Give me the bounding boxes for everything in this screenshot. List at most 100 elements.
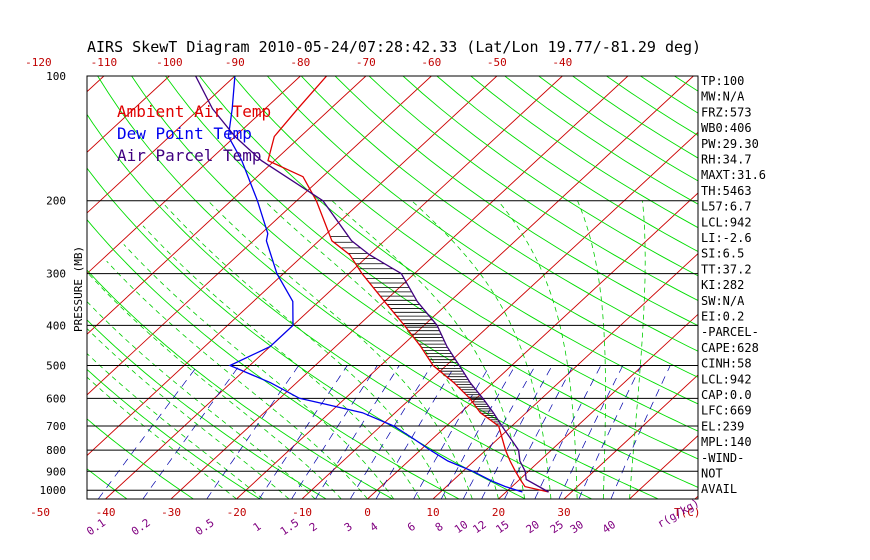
moist-adiabat-line bbox=[87, 376, 237, 499]
x-axis-unit: T(C) bbox=[674, 506, 701, 519]
plot-area bbox=[87, 76, 870, 499]
mixing-ratio-line bbox=[440, 365, 516, 499]
mixing-ratio-line bbox=[504, 365, 574, 499]
dry-adiabat-line bbox=[199, 76, 698, 432]
mixing-ratio-line bbox=[291, 365, 378, 499]
top-temp-tick-label: -40 bbox=[552, 56, 572, 69]
dry-adiabat-line bbox=[165, 76, 698, 460]
dewpoint-temp-line bbox=[227, 76, 523, 493]
moist-adiabat-line bbox=[331, 200, 526, 499]
stability-index: CINH:58 bbox=[701, 357, 752, 371]
isotherm-line bbox=[498, 313, 698, 499]
mixing-ratio-line bbox=[258, 365, 348, 499]
moist-adiabat-line bbox=[88, 273, 342, 499]
mixing-ratio-ticks: 0.1 0.2 0.5 1 1.5 2 3 4 6 8 10 12 15 20 25 30 40 bbox=[84, 516, 618, 538]
dry-adiabat-line bbox=[776, 76, 870, 499]
bottom-temp-tick-label: -10 bbox=[292, 506, 312, 519]
isotherm-line bbox=[563, 374, 698, 499]
dry-adiabat-line bbox=[87, 219, 460, 499]
mixing-ratio-line bbox=[413, 365, 491, 499]
dry-adiabat-line bbox=[232, 76, 698, 405]
moist-adiabat-line bbox=[87, 301, 316, 499]
stability-index: TP:100 bbox=[701, 74, 744, 88]
isotherm-line bbox=[87, 76, 498, 457]
bottom-temp-tick-label: 10 bbox=[426, 506, 439, 519]
stability-index: MAXT:31.6 bbox=[701, 168, 766, 182]
mixing-ratio-tick-label: 1 bbox=[251, 520, 264, 534]
top-temperature-ticks: -120 -110 -100 -90 -80 -70 -60 -50 -40 bbox=[25, 56, 572, 69]
isotherm-line bbox=[87, 76, 170, 153]
bottom-temp-tick-label: -20 bbox=[227, 506, 247, 519]
mixing-ratio-line bbox=[375, 365, 456, 499]
stability-index: WB0:406 bbox=[701, 121, 752, 135]
mixing-ratio-tick-label: 4 bbox=[368, 520, 381, 535]
stability-index: AVAIL bbox=[701, 482, 737, 496]
moist-adiabat-line bbox=[577, 200, 606, 499]
legend-item: Air Parcel Temp bbox=[117, 146, 262, 165]
stability-index: RH:34.7 bbox=[701, 153, 752, 167]
bottom-temp-tick-label: 0 bbox=[364, 506, 371, 519]
mixing-ratio-line bbox=[558, 365, 624, 499]
pressure-tick-label: 800 bbox=[46, 444, 66, 457]
mixing-ratio-line bbox=[97, 365, 198, 499]
pressure-tick-label: 900 bbox=[46, 465, 66, 478]
mixing-ratio-tick-label: 3 bbox=[342, 520, 355, 534]
stability-index: NOT bbox=[701, 467, 723, 481]
stability-index: LCL:942 bbox=[701, 372, 752, 386]
dry-adiabat-line bbox=[87, 418, 194, 499]
top-temp-tick-label: -110 bbox=[91, 56, 118, 69]
top-temp-tick-label: -60 bbox=[421, 56, 441, 69]
pressure-tick-label: 700 bbox=[46, 420, 66, 433]
isotherm-line bbox=[761, 76, 870, 499]
cape-hatch bbox=[330, 236, 502, 427]
moist-adiabat-line bbox=[87, 353, 263, 499]
dry-adiabat-line bbox=[87, 113, 593, 499]
mixing-ratio-line bbox=[349, 365, 432, 499]
stability-index: LCL:942 bbox=[701, 215, 752, 229]
bottom-temperature-ticks: -50 -40 -30 -20 -10 0 10 20 30 bbox=[30, 506, 571, 519]
pressure-tick-label: 1000 bbox=[40, 484, 67, 497]
mixing-ratio-line bbox=[142, 365, 240, 499]
bottom-temp-tick-label: 30 bbox=[557, 506, 570, 519]
stability-index: LFC:669 bbox=[701, 404, 752, 418]
mixing-ratio-line bbox=[206, 365, 299, 499]
isotherm-line bbox=[87, 76, 105, 93]
dry-adiabat-line bbox=[742, 76, 870, 499]
mixing-ratio-line bbox=[315, 365, 400, 499]
mixing-ratio-tick-label: 0.1 bbox=[84, 516, 108, 538]
mixing-ratio-tick-label: 2 bbox=[307, 520, 320, 534]
pressure-tick-label: 300 bbox=[46, 268, 66, 281]
mixing-ratio-line bbox=[462, 365, 536, 499]
top-temp-tick-label: -70 bbox=[356, 56, 376, 69]
stability-index: PW:29.30 bbox=[701, 137, 759, 151]
bottom-temp-tick-label: -50 bbox=[30, 506, 50, 519]
top-temp-tick-label: -50 bbox=[487, 56, 507, 69]
dry-adiabat-line bbox=[368, 76, 698, 302]
pressure-tick-label: 400 bbox=[46, 319, 66, 332]
mixing-ratio-line bbox=[481, 365, 553, 499]
stability-index: SI:6.5 bbox=[701, 247, 744, 261]
dry-adiabat-line bbox=[87, 368, 261, 499]
isotherm-line bbox=[105, 76, 563, 499]
moist-adiabat-line bbox=[264, 200, 499, 499]
mixing-ratio-tick-label: 0.2 bbox=[129, 516, 153, 538]
dry-adiabat-line bbox=[97, 76, 659, 499]
stability-index: -PARCEL- bbox=[701, 325, 759, 339]
moist-adiabat-line bbox=[497, 200, 578, 499]
stability-index: KI:282 bbox=[701, 278, 744, 292]
dry-adiabat-line bbox=[334, 76, 698, 327]
isotherm-line bbox=[367, 192, 698, 499]
top-temp-tick-label: -100 bbox=[156, 56, 183, 69]
isotherm-line bbox=[87, 76, 301, 275]
isotherm-line bbox=[87, 76, 367, 335]
moist-adiabat-line bbox=[106, 260, 368, 499]
mixing-ratio-lines bbox=[97, 365, 671, 499]
pressure-tick-label: 600 bbox=[46, 392, 66, 405]
stability-index: -WIND- bbox=[701, 451, 744, 465]
stability-index: L57:6.7 bbox=[701, 200, 752, 214]
ambient-temp-line bbox=[267, 76, 549, 493]
top-temp-tick-label: -120 bbox=[25, 56, 52, 69]
mixing-ratio-tick-label: 1.5 bbox=[278, 516, 302, 538]
pressure-tick-label: 200 bbox=[46, 195, 66, 208]
